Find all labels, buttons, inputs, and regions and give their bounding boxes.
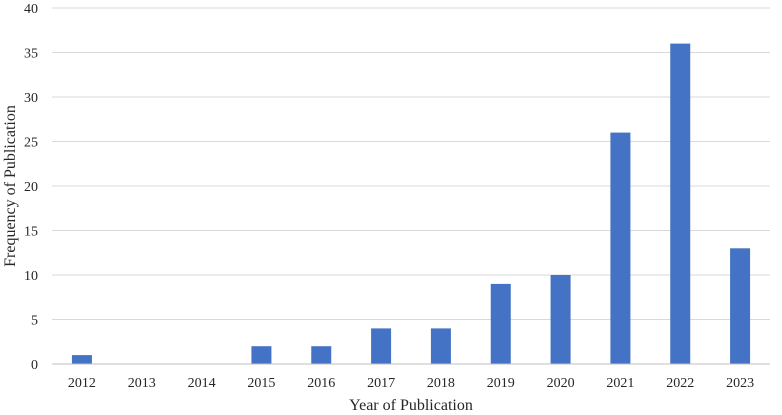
x-tick-label: 2018 [427,376,455,391]
y-tick-label: 20 [24,180,38,195]
y-tick-label: 0 [31,358,38,373]
y-tick-label: 25 [24,136,38,151]
y-tick-label: 10 [24,269,38,284]
y-tick-labels: 0 5 10 15 20 25 30 35 40 [24,2,38,373]
x-tick-label: 2021 [606,376,634,391]
y-axis-title: Frequency of Publication [2,105,19,267]
bar-2020 [550,275,571,364]
x-tick-label: 2015 [247,376,275,391]
x-tick-label: 2020 [547,376,575,391]
bar-2015 [251,346,272,364]
bar-2017 [371,328,392,364]
x-tick-label: 2023 [726,376,754,391]
gridlines [52,7,770,320]
bar-2019 [490,283,511,364]
bar-2023 [730,248,751,364]
y-tick-label: 5 [31,314,38,329]
y-tick-label: 15 [24,225,38,240]
x-tick-label: 2013 [128,376,156,391]
x-tick-label: 2016 [307,376,335,391]
x-tick-label: 2014 [188,376,216,391]
x-tick-label: 2017 [367,376,395,391]
y-tick-label: 35 [24,47,38,62]
x-tick-label: 2019 [487,376,515,391]
bar-2022 [670,43,691,364]
x-tick-label: 2012 [68,376,96,391]
x-tick-label: 2022 [666,376,694,391]
bar-2018 [430,328,451,364]
bar-2012 [71,355,92,364]
y-tick-label: 30 [24,91,38,106]
bar-2016 [311,346,332,364]
bars [71,43,751,364]
x-tick-labels: 2012 2013 2014 2015 2016 2017 2018 2019 2020 2021… [68,376,754,391]
y-tick-label: 40 [24,2,38,17]
bar-2021 [610,132,631,364]
x-axis-title: Year of Publication [349,397,473,414]
